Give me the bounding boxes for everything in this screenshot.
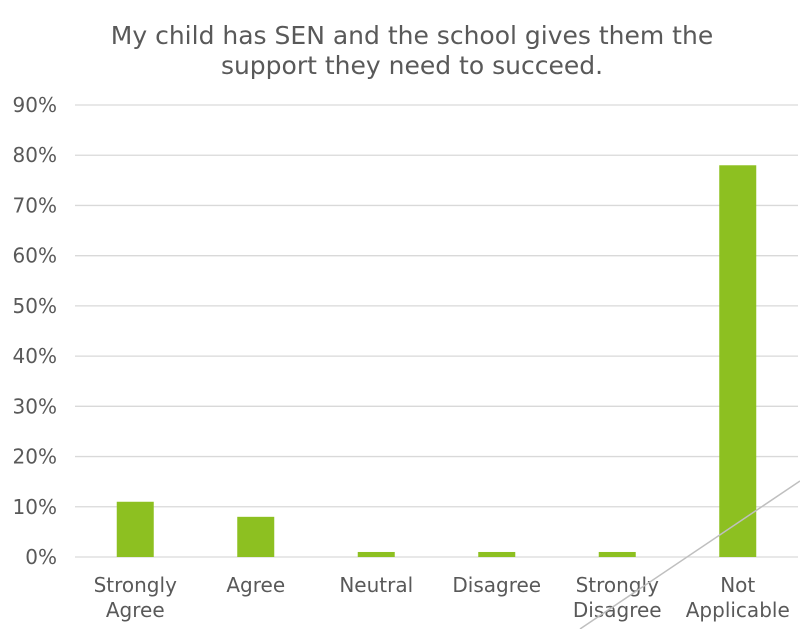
- y-tick-label: 90%: [13, 93, 57, 117]
- x-category-label: Not: [720, 573, 755, 597]
- x-category-label: Agree: [226, 573, 285, 597]
- x-category-label: Disagree: [573, 598, 662, 622]
- y-axis-tick-labels: 0% 10% 20% 30% 40% 50% 60% 70% 80% 90%: [13, 93, 57, 569]
- bar: [116, 501, 154, 557]
- y-tick-label: 40%: [13, 344, 57, 368]
- y-tick-label: 0%: [25, 545, 57, 569]
- y-tick-label: 80%: [13, 143, 57, 167]
- chart-title-line-2: support they need to succeed.: [221, 51, 603, 80]
- y-tick-label: 30%: [13, 394, 57, 418]
- y-tick-label: 70%: [13, 193, 57, 217]
- bar: [237, 516, 275, 557]
- y-tick-label: 10%: [13, 495, 57, 519]
- y-tick-label: 60%: [13, 244, 57, 268]
- bar: [357, 551, 395, 557]
- x-category-label: Applicable: [686, 598, 790, 622]
- y-tick-label: 50%: [13, 294, 57, 318]
- x-category-label: Neutral: [339, 573, 413, 597]
- bar: [478, 551, 516, 557]
- x-category-label: Agree: [106, 598, 165, 622]
- x-category-label: Strongly: [94, 573, 177, 597]
- bars: [116, 165, 757, 557]
- decorative-stray-line: [579, 480, 800, 630]
- x-category-label: Disagree: [452, 573, 541, 597]
- y-tick-label: 20%: [13, 445, 57, 469]
- chart-title-line-1: My child has SEN and the school gives th…: [111, 21, 713, 50]
- gridlines: [75, 104, 798, 558]
- bar: [598, 551, 636, 557]
- bar: [719, 165, 757, 557]
